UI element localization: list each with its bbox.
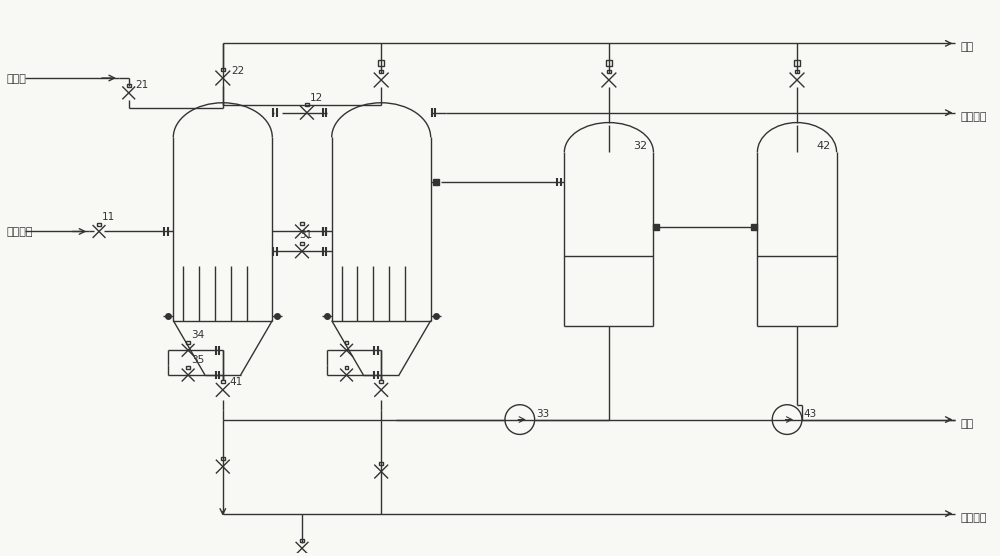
Text: 11: 11	[102, 212, 115, 222]
Text: 43: 43	[804, 409, 817, 419]
Bar	[97, 223, 101, 226]
Bar	[127, 84, 131, 87]
Text: 净化油浆: 净化油浆	[960, 513, 987, 523]
Bar	[345, 366, 348, 369]
Bar	[221, 380, 225, 384]
Text: 21: 21	[136, 80, 149, 90]
Text: 31: 31	[299, 230, 312, 240]
Bar	[378, 61, 384, 66]
Text: 22: 22	[232, 66, 245, 76]
Bar	[379, 380, 383, 384]
Bar	[300, 539, 304, 542]
Bar	[379, 70, 383, 73]
Text: 35: 35	[191, 355, 204, 365]
Bar	[379, 462, 383, 465]
Text: 33: 33	[537, 409, 550, 419]
Bar	[300, 242, 304, 245]
Bar	[186, 341, 190, 344]
Bar	[795, 70, 799, 73]
Text: 12: 12	[310, 93, 323, 103]
Text: 32: 32	[634, 141, 648, 151]
Text: 42: 42	[817, 141, 831, 151]
Bar	[186, 366, 190, 369]
Text: 排气: 排气	[960, 42, 974, 52]
Bar	[606, 61, 612, 66]
Text: 34: 34	[191, 330, 204, 340]
Bar	[607, 70, 611, 73]
Text: 催化油浆: 催化油浆	[7, 227, 33, 237]
Text: 反洗气: 反洗气	[7, 74, 27, 84]
Text: 41: 41	[230, 377, 243, 387]
Bar	[221, 457, 225, 460]
Text: 渣浆: 渣浆	[960, 419, 974, 429]
Bar	[221, 68, 225, 71]
Bar	[794, 61, 800, 66]
Bar	[345, 341, 348, 344]
Text: 净化油浆: 净化油浆	[960, 112, 987, 122]
Bar	[305, 103, 309, 106]
Bar	[300, 222, 304, 225]
